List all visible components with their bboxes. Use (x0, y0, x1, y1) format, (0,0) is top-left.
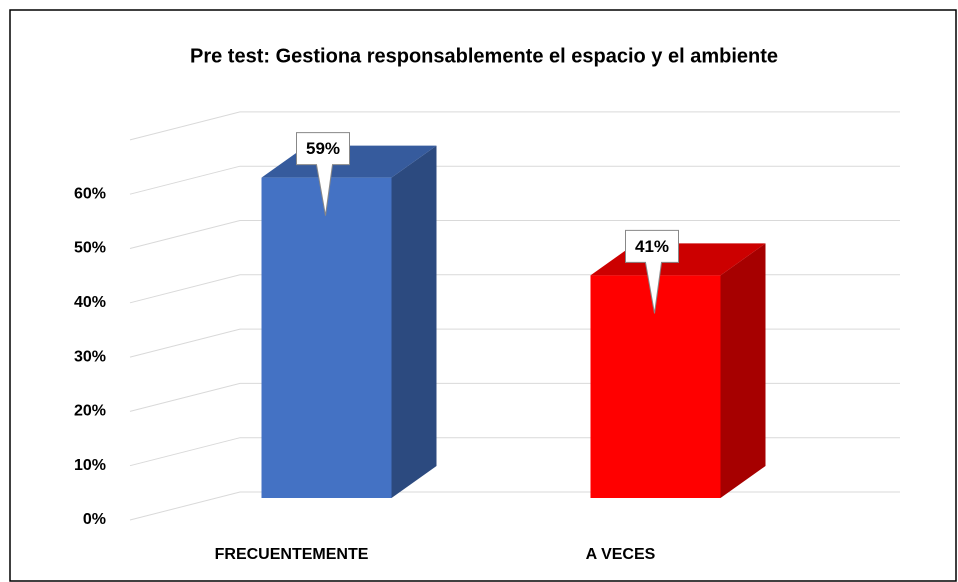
bar (590, 275, 721, 498)
callout-box (296, 132, 350, 216)
x-tick-label: A VECES (586, 546, 656, 563)
y-tick-label: 40% (74, 294, 106, 311)
bar-side (391, 145, 437, 498)
chart-border (9, 9, 957, 582)
y-tick-label: 0% (83, 511, 106, 528)
chart-title: Pre test: Gestiona responsablemente el e… (190, 45, 778, 67)
y-tick-label: 20% (74, 403, 106, 420)
x-tick-label: FRECUENTEMENTE (215, 546, 369, 563)
bar (261, 177, 392, 498)
y-tick-label: 60% (74, 185, 106, 202)
value-label: 41% (635, 237, 669, 256)
wall-edge (129, 111, 900, 141)
bar-side (720, 243, 766, 498)
grid-line (129, 220, 900, 249)
y-tick-label: 30% (74, 348, 106, 365)
grid-line (129, 165, 900, 195)
y-tick-label: 50% (74, 240, 106, 257)
value-label: 59% (306, 139, 340, 158)
y-tick-label: 10% (74, 457, 106, 474)
callout-box (625, 229, 679, 314)
